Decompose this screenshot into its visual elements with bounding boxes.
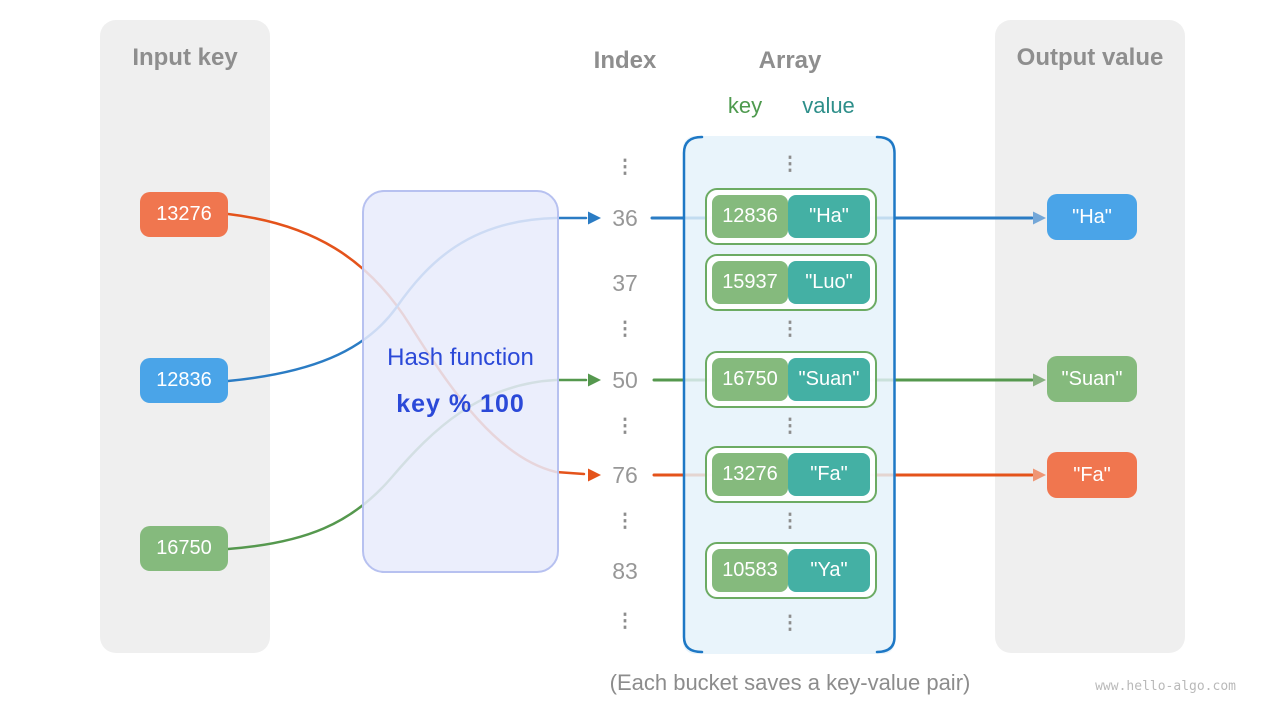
bucket-row: 12836 "Ha": [705, 188, 877, 245]
array-ellipsis: ⋮: [780, 416, 800, 437]
index-76: 76: [612, 462, 638, 488]
figure-caption: (Each bucket saves a key-value pair): [609, 670, 971, 695]
bucket-row: 13276 "Fa": [705, 446, 877, 503]
bucket-value: "Ya": [788, 549, 870, 592]
array-ellipsis: ⋮: [780, 613, 800, 634]
watermark: www.hello-algo.com: [1095, 679, 1236, 694]
bucket-value: "Luo": [788, 261, 870, 304]
index-ellipsis: ⋮: [615, 319, 635, 340]
output-value-ha: "Ha": [1047, 194, 1137, 240]
array-ellipsis: ⋮: [780, 511, 800, 532]
input-panel-title: Input key: [132, 44, 238, 71]
index-ellipsis: ⋮: [615, 611, 635, 632]
output-panel-title: Output value: [1016, 44, 1164, 71]
bucket-value: "Suan": [788, 358, 870, 401]
hash-function-box: [362, 190, 559, 573]
bucket-key: 15937: [712, 261, 788, 304]
array-title: Array: [758, 47, 822, 74]
input-key-13276: 13276: [140, 192, 228, 237]
index-column-title: Index: [593, 47, 657, 74]
bucket-value: "Fa": [788, 453, 870, 496]
output-value-fa: "Fa": [1047, 452, 1137, 498]
bucket-row: 10583 "Ya": [705, 542, 877, 599]
index-ellipsis: ⋮: [615, 416, 635, 437]
array-value-label: value: [802, 93, 855, 118]
array-key-label: key: [727, 93, 763, 118]
bucket-key: 10583: [712, 549, 788, 592]
index-ellipsis: ⋮: [615, 157, 635, 178]
hash-function-name: Hash function: [387, 344, 534, 371]
array-ellipsis: ⋮: [780, 319, 800, 340]
index-83: 83: [612, 558, 638, 584]
index-37: 37: [612, 270, 638, 296]
input-key-12836: 12836: [140, 358, 228, 403]
bucket-key: 12836: [712, 195, 788, 238]
hash-function-formula: key % 100: [396, 390, 525, 418]
index-50: 50: [612, 367, 638, 393]
bucket-key: 16750: [712, 358, 788, 401]
bucket-value: "Ha": [788, 195, 870, 238]
output-value-panel: [995, 20, 1185, 653]
index-ellipsis: ⋮: [615, 511, 635, 532]
bucket-key: 13276: [712, 453, 788, 496]
index-36: 36: [612, 205, 638, 231]
output-value-suan: "Suan": [1047, 356, 1137, 402]
input-key-16750: 16750: [140, 526, 228, 571]
bucket-row: 16750 "Suan": [705, 351, 877, 408]
bucket-row: 15937 "Luo": [705, 254, 877, 311]
array-ellipsis: ⋮: [780, 154, 800, 175]
